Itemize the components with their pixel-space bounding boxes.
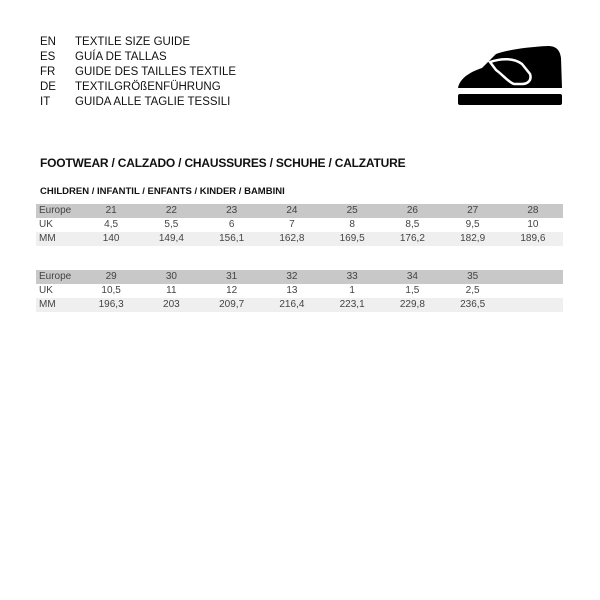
size-cell: 176,2 [399,233,425,244]
row-label: MM [39,233,56,244]
size-cell: 6 [228,219,235,230]
size-cell: 189,6 [520,233,546,244]
lang-row-en: EN TEXTILE SIZE GUIDE [40,35,236,50]
size-cell: 21 [105,205,117,216]
row-label: MM [39,299,56,310]
language-list: EN TEXTILE SIZE GUIDE ES GUÍA DE TALLAS FR… [40,35,236,110]
lang-row-es: ES GUÍA DE TALLAS [40,50,236,65]
lang-code: IT [40,96,51,108]
table-row: MM 196,3 203 209,7 216,4 223,1 229,8 236,5 [36,298,563,312]
size-cell: 236,5 [460,299,486,310]
lang-code: EN [40,36,56,48]
size-cell: 24 [286,205,298,216]
size-cell: 35 [467,271,479,282]
size-cell: 28 [527,205,539,216]
lang-label: GUIDE DES TAILLES TEXTILE [75,66,237,78]
size-cell: 209,7 [219,299,245,310]
size-cell: 229,8 [399,299,425,310]
lang-code: DE [40,81,56,93]
size-cell: 8 [349,219,355,230]
lang-label: GUÍA DE TALLAS [75,51,167,63]
size-cell: 196,3 [98,299,124,310]
size-cell: 23 [226,205,238,216]
size-cell: 11 [166,285,177,296]
size-cell: 27 [467,205,479,216]
lang-row-fr: FR GUIDE DES TAILLES TEXTILE [40,65,236,80]
table-row: MM 140 149,4 156,1 162,8 169,5 176,2 182,9 189,6 [36,232,563,246]
size-cell: 223,1 [339,299,365,310]
row-label: Europe [39,205,72,216]
size-cell: 32 [286,271,298,282]
lang-row-de: DE TEXTILGRÖßENFÜHRUNG [40,80,236,95]
size-cell: 5,5 [164,219,179,230]
size-cell [503,298,563,312]
size-cell: 25 [346,205,358,216]
shoe-icon [458,46,562,105]
table-row: UK 10,5 11 12 13 1 1,5 2,5 [36,284,563,298]
size-cell: 7 [289,219,295,230]
table-row: Europe 29 30 31 32 33 34 35 [36,270,563,284]
lang-code: FR [40,66,56,78]
size-cell: 10,5 [101,285,121,296]
lang-label: TEXTILE SIZE GUIDE [75,36,191,48]
size-cell: 8,5 [405,219,420,230]
size-cell: 182,9 [460,233,486,244]
size-cell: 140 [102,233,120,244]
size-cell: 1,5 [405,285,420,296]
size-cell: 169,5 [339,233,365,244]
row-label: Europe [39,271,72,282]
size-cell: 2,5 [465,285,480,296]
size-cell: 31 [226,271,238,282]
size-cell: 10 [527,219,539,230]
size-cell: 4,5 [104,219,119,230]
row-label: UK [39,219,53,230]
size-cell: 26 [406,205,418,216]
size-cell: 156,1 [219,233,245,244]
table-row: UK 4,5 5,5 6 7 8 8,5 9,5 10 [36,218,563,232]
size-cell: 149,4 [158,233,184,244]
size-cell: 216,4 [279,299,305,310]
size-cell: 33 [346,271,358,282]
size-cell: 203 [163,299,180,310]
size-cell: 22 [165,205,177,216]
size-cell: 29 [105,271,117,282]
size-cell: 34 [406,271,418,282]
size-table-1: Europe 21 22 23 24 25 26 27 28 UK 4,5 5,5 6 7 8 8,5 9,5 1… [36,204,563,246]
table-row: Europe 21 22 23 24 25 26 27 28 [36,204,563,218]
size-cell: 1 [349,285,355,296]
section-title: FOOTWEAR / CALZADO / CHAUSSURES / SCHUHE… [40,156,406,170]
size-cell: 13 [286,285,298,296]
size-cell: 162,8 [279,233,305,244]
size-cell [503,284,563,298]
size-cell: 12 [226,285,238,296]
lang-code: ES [40,51,56,63]
lang-row-it: IT GUIDA ALLE TAGLIE TESSILI [40,95,236,110]
subsection-title: CHILDREN / INFANTIL / ENFANTS / KINDER /… [40,186,285,197]
lang-label: TEXTILGRÖßENFÜHRUNG [75,81,221,93]
lang-label: GUIDA ALLE TAGLIE TESSILI [75,96,231,108]
row-label: UK [39,285,53,296]
size-cell [503,270,563,284]
size-cell: 30 [165,271,177,282]
size-table-2: Europe 29 30 31 32 33 34 35 UK 10,5 11 12 13 1 1,5 2,5 M… [36,270,563,312]
size-cell: 9,5 [465,219,480,230]
